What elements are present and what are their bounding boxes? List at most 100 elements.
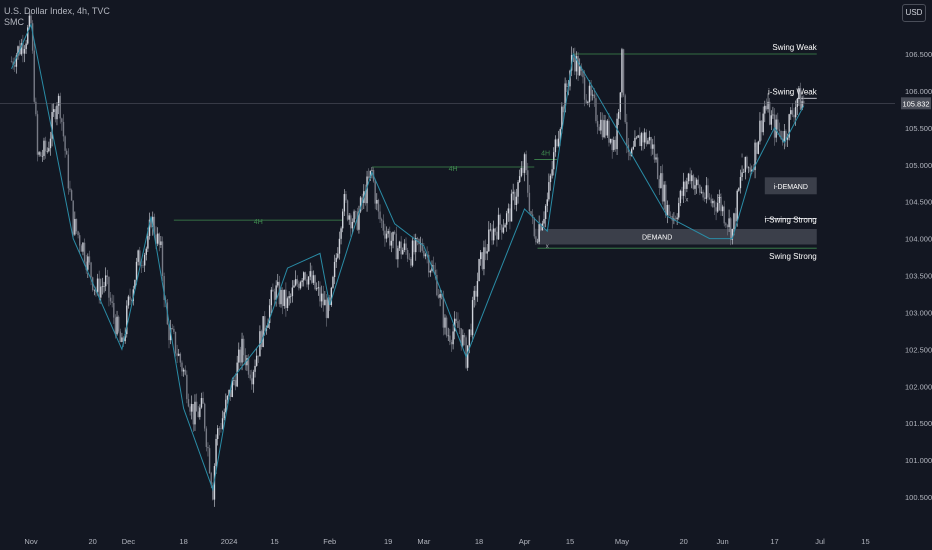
level-label: Swing Weak — [772, 43, 817, 52]
candle-body — [626, 122, 628, 145]
candle-body — [658, 179, 660, 188]
candle-body — [488, 229, 490, 252]
candle-body — [442, 298, 445, 328]
candle-body — [64, 136, 66, 151]
candle-body — [614, 139, 617, 150]
candle-body — [139, 250, 141, 266]
candle-body — [195, 401, 198, 412]
candle-body — [684, 181, 686, 189]
x-tick-label: Mar — [417, 537, 430, 546]
candle-body — [294, 279, 297, 286]
candle-body — [121, 337, 123, 342]
candle-body — [661, 173, 664, 202]
candle-body — [676, 217, 678, 220]
candle-body — [117, 316, 120, 332]
y-tick-label: 106.000 — [905, 87, 932, 96]
candle-body — [182, 369, 185, 372]
candle-body — [622, 49, 625, 96]
candle-body — [25, 43, 27, 50]
candle-body — [247, 358, 250, 375]
x-axis[interactable]: Nov 20 Dec 18 2024 15 Feb 19 Mar 18 Apr 15 May 20 Jun 1… — [24, 537, 869, 546]
x-tick-label: 15 — [861, 537, 869, 546]
candle-body — [324, 299, 326, 306]
candle-body — [713, 200, 716, 208]
candle-body — [522, 168, 524, 173]
candle-body — [145, 248, 147, 255]
candle-body — [640, 133, 643, 147]
candle-body — [152, 216, 154, 228]
candle-body — [551, 169, 553, 176]
candle-body — [549, 175, 552, 183]
candle-body — [702, 191, 704, 198]
candle-body — [585, 99, 587, 103]
candle-body — [738, 188, 740, 191]
candle-body — [619, 92, 622, 113]
candle-body — [262, 316, 264, 348]
candle-body — [194, 401, 196, 425]
candle-body — [30, 15, 32, 24]
level-label: 4H — [254, 219, 263, 226]
candle-body — [538, 224, 540, 242]
y-tick-label: 102.000 — [905, 382, 932, 391]
candle-body — [799, 88, 802, 110]
candle-body — [765, 105, 768, 110]
candle-body — [790, 110, 792, 115]
indicator-label[interactable]: SMC — [4, 17, 24, 27]
candle-body — [775, 119, 777, 138]
candle-body — [590, 85, 592, 96]
candle-body — [277, 281, 279, 286]
candle-body — [150, 219, 152, 228]
candle-body — [704, 197, 706, 199]
candle-body — [330, 287, 333, 306]
y-tick-label: 103.000 — [905, 308, 932, 317]
candle-body — [634, 137, 636, 147]
candle-body — [267, 322, 269, 328]
candle-body — [90, 262, 92, 278]
candle-body — [353, 211, 355, 222]
candle-body — [530, 211, 532, 215]
candle-body — [410, 258, 412, 266]
candle-body — [791, 110, 794, 115]
candle-body — [648, 137, 651, 141]
candle-body — [113, 302, 115, 318]
candle-body — [142, 265, 144, 267]
level-label: 4H — [541, 151, 550, 158]
candle-body — [760, 120, 763, 133]
candle-body — [160, 241, 162, 245]
structure-marker: x — [685, 198, 688, 204]
candle-body — [316, 288, 318, 290]
candle-body — [59, 95, 61, 119]
candle-body — [441, 294, 443, 299]
candle-body — [98, 278, 100, 298]
candle-body — [496, 231, 498, 240]
candle-body — [770, 115, 772, 125]
candle-body — [603, 120, 605, 138]
candle-body — [588, 85, 591, 102]
candle-body — [517, 182, 519, 197]
candle-body — [202, 398, 204, 404]
candle-body — [632, 146, 635, 150]
level-label: 4H — [449, 166, 458, 173]
candle-body — [286, 298, 289, 308]
structure-marker: i — [741, 153, 742, 159]
symbol-title[interactable]: U.S. Dollar Index, 4h, TVC — [4, 6, 110, 16]
candle-body — [473, 290, 475, 301]
candle-body — [445, 317, 448, 336]
candle-body — [629, 152, 631, 157]
candle-body — [156, 233, 159, 244]
x-tick-label: 20 — [679, 537, 687, 546]
x-tick-label: Nov — [24, 537, 38, 546]
candle-body — [535, 236, 537, 243]
currency-button[interactable]: USD — [902, 4, 926, 22]
y-tick-label: 105.000 — [905, 161, 932, 170]
candle-body — [544, 205, 547, 219]
y-axis[interactable]: 106.500 106.000 105.500 105.000 104.500 104.0… — [905, 50, 932, 502]
candle-body — [574, 54, 576, 72]
candle-body — [393, 231, 396, 234]
candle-body — [354, 211, 357, 212]
candle-body — [49, 138, 52, 149]
candle-body — [515, 196, 518, 205]
candle-body — [208, 448, 211, 474]
candle-body — [509, 208, 511, 222]
